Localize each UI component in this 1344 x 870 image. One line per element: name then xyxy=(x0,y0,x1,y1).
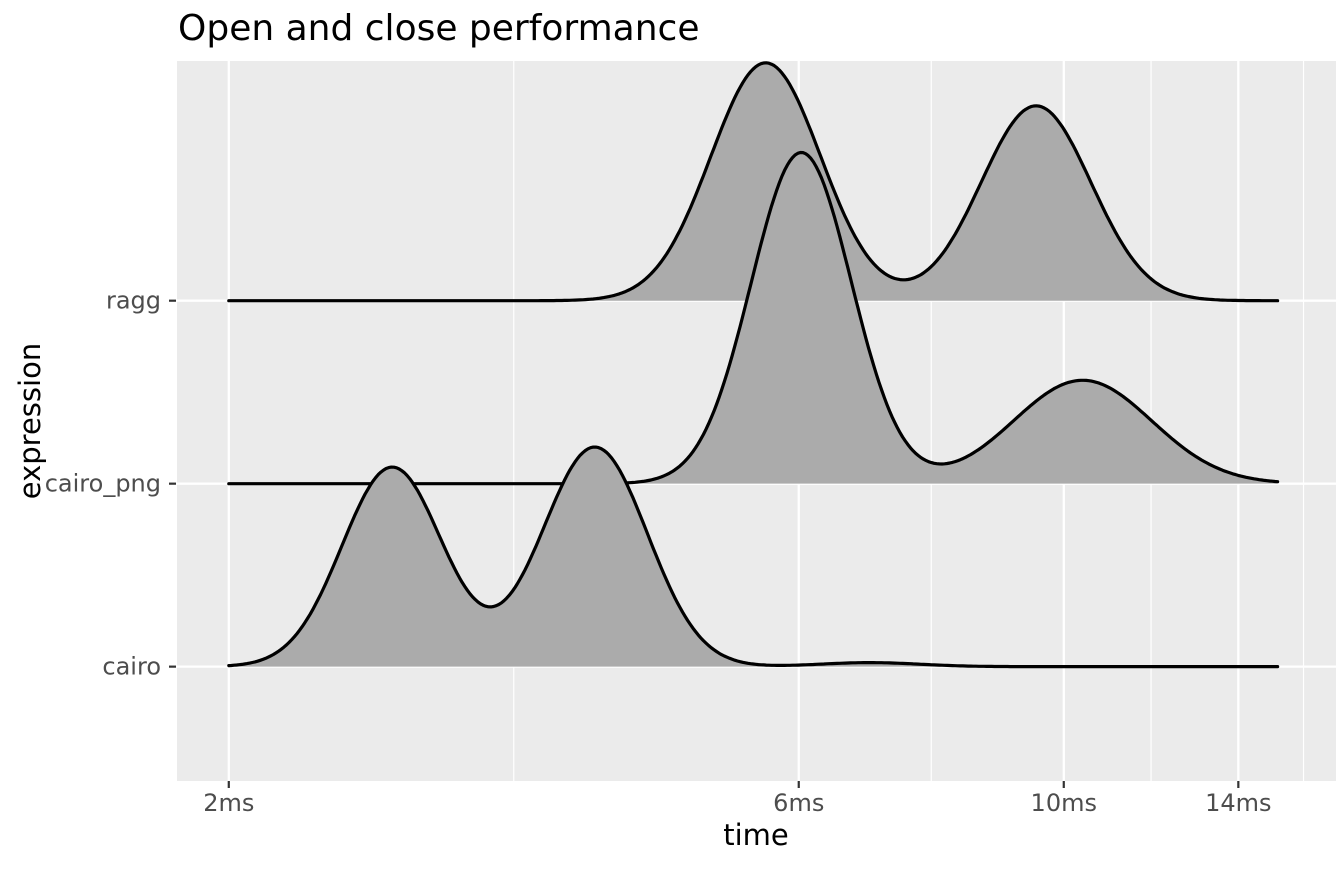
ridge-line-ragg xyxy=(227,61,1280,303)
plot-title: Open and close performance xyxy=(178,8,700,49)
ridge-line-cairo xyxy=(227,445,1280,669)
x-tick-label: 10ms xyxy=(1031,789,1097,817)
ridge-fill-cairo_png xyxy=(228,152,1278,484)
ridges xyxy=(227,61,1280,669)
x-tick-label: 2ms xyxy=(203,789,254,817)
x-axis-title: time xyxy=(723,818,789,852)
axis-labels: 2ms 6ms 10ms 14ms cairo cairo_png ragg xyxy=(45,287,1272,817)
y-tick-label: cairo xyxy=(102,653,161,681)
y-tick-label: ragg xyxy=(106,287,161,315)
x-tick-label: 6ms xyxy=(773,789,824,817)
axis-ticks xyxy=(169,299,1240,788)
ridge-fill-ragg xyxy=(228,62,1278,301)
y-tick-label: cairo_png xyxy=(45,470,161,498)
ridge-fill-cairo xyxy=(228,447,1278,667)
x-tick-label: 14ms xyxy=(1205,789,1271,817)
y-axis-title: expression xyxy=(13,343,47,499)
